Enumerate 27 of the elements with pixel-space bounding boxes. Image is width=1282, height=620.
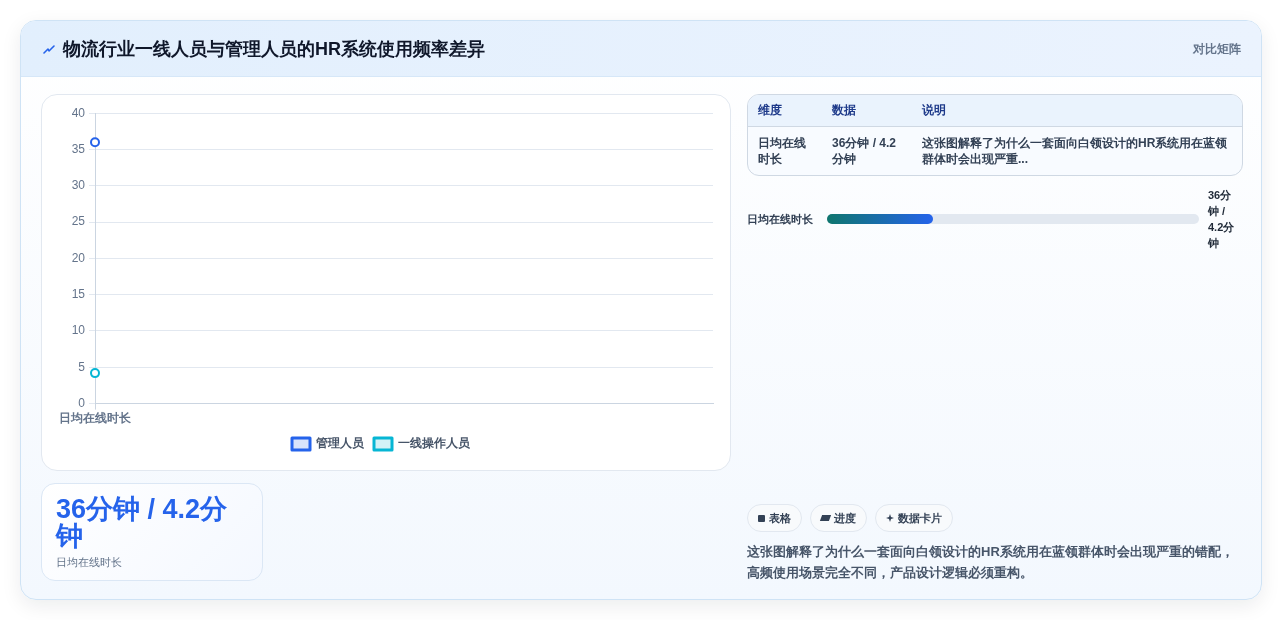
- y-tick-label: 20: [71, 250, 86, 265]
- text: 日均在线时长: [747, 212, 813, 227]
- y-tick-label: 25: [71, 214, 86, 229]
- text: 36分钟 / 4.2分钟: [1208, 188, 1236, 251]
- legend-label: 一线操作人员: [398, 436, 471, 451]
- text: 日均在线时长: [757, 135, 807, 168]
- text: 说明: [912, 95, 1242, 127]
- y-tick-label: 10: [71, 323, 86, 338]
- text: 表格: [769, 510, 791, 526]
- text: 日均在线时长: [56, 555, 122, 570]
- text: 36分钟 / 4.2分钟: [56, 494, 229, 551]
- y-tick-label: 30: [71, 178, 86, 193]
- text: 进度: [834, 510, 856, 526]
- legend-label: 管理人员: [315, 436, 365, 451]
- text: 这张图解释了为什么一套面向白领设计的HR系统用在蓝领群体时会出现严重的错配，高频使用场景完全不同，产品设计逻辑必须重构。: [747, 543, 1235, 582]
- y-tick-label: 0: [78, 395, 86, 410]
- y-tick-label: 15: [71, 287, 86, 302]
- text: 36分钟 / 4.2分钟: [831, 135, 898, 168]
- y-tick-label: 35: [71, 141, 86, 156]
- y-tick-label: 5: [78, 359, 86, 374]
- text: 对比矩阵: [1193, 41, 1241, 57]
- text: 这张图解释了为什么一套面向白领设计的HR系统用在蓝领群体时会出现严重...: [921, 135, 1229, 168]
- text: 数据: [822, 95, 912, 127]
- text: 维度: [748, 95, 822, 127]
- text: 数据卡片: [898, 510, 942, 526]
- text: 物流行业一线人员与管理人员的HR系统使用频率差异: [63, 38, 485, 61]
- y-tick-label: 40: [71, 105, 86, 120]
